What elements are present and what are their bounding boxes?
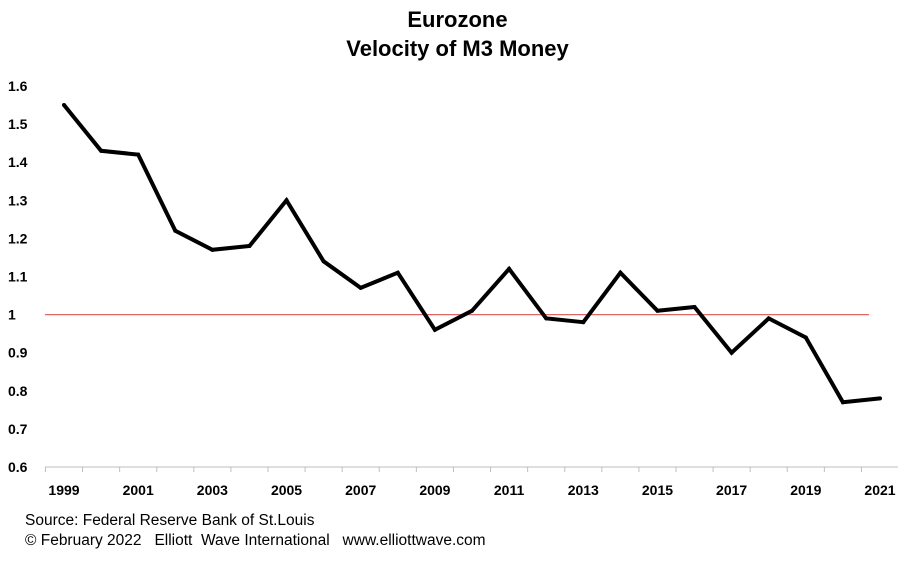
data-point	[358, 285, 363, 290]
y-tick-label: 0.6	[8, 459, 28, 475]
copyright-note: © February 2022 Elliott Wave Internation…	[25, 532, 486, 549]
x-tick-label: 2007	[345, 482, 376, 498]
x-tick-label: 2019	[790, 482, 821, 498]
x-tick-label: 2015	[642, 482, 673, 498]
x-tick-label: 2009	[419, 482, 450, 498]
y-tick-label: 1.2	[8, 230, 28, 246]
y-tick-label: 0.8	[8, 383, 28, 399]
data-point	[99, 148, 104, 153]
data-point	[840, 400, 845, 405]
series-line	[62, 103, 881, 405]
data-point	[692, 304, 697, 309]
data-point	[136, 152, 141, 157]
y-tick-label: 1.6	[8, 78, 28, 94]
data-point	[284, 198, 289, 203]
y-tick-label: 1.4	[8, 154, 28, 170]
x-axis: 1999 2001 2003 2005 2007 2009 2011 2013 2015 2017…	[44, 467, 896, 498]
data-point	[395, 270, 400, 275]
x-tick-label: 2013	[568, 482, 599, 498]
data-point	[321, 259, 326, 264]
chart-title: Eurozone	[407, 7, 508, 32]
x-tick-label: 2011	[494, 482, 525, 498]
data-point	[878, 396, 882, 401]
data-point	[470, 308, 474, 313]
chart-subtitle: Velocity of M3 Money	[346, 36, 569, 61]
y-tick-label: 1	[8, 307, 16, 323]
x-tick-label: 2021	[864, 482, 895, 498]
data-point	[766, 316, 771, 321]
data-point	[432, 327, 437, 332]
y-tick-label: 0.7	[8, 421, 28, 437]
data-point	[173, 228, 178, 233]
data-point	[210, 247, 215, 252]
y-tick-label: 1.5	[8, 116, 28, 132]
data-point	[803, 335, 808, 340]
data-point	[618, 270, 623, 275]
data-point	[655, 308, 660, 313]
y-tick-label: 1.1	[8, 269, 28, 285]
x-tick-label: 2003	[197, 482, 228, 498]
y-axis: 0.6 0.7 0.8 0.9 1 1.1 1.2 1.3 1.4 1.5 1.6	[8, 78, 28, 475]
data-point	[544, 316, 549, 321]
x-tick-label: 2001	[123, 482, 154, 498]
data-point	[507, 266, 512, 271]
data-point	[581, 320, 586, 325]
y-tick-label: 1.3	[8, 192, 28, 208]
data-point	[62, 103, 66, 108]
source-note: Source: Federal Reserve Bank of St.Louis	[25, 512, 315, 529]
x-tick-label: 1999	[48, 482, 79, 498]
data-point	[247, 244, 252, 249]
data-point	[729, 350, 734, 355]
x-tick-label: 2017	[716, 482, 747, 498]
x-tick-label: 2005	[271, 482, 302, 498]
y-tick-label: 0.9	[8, 345, 28, 361]
